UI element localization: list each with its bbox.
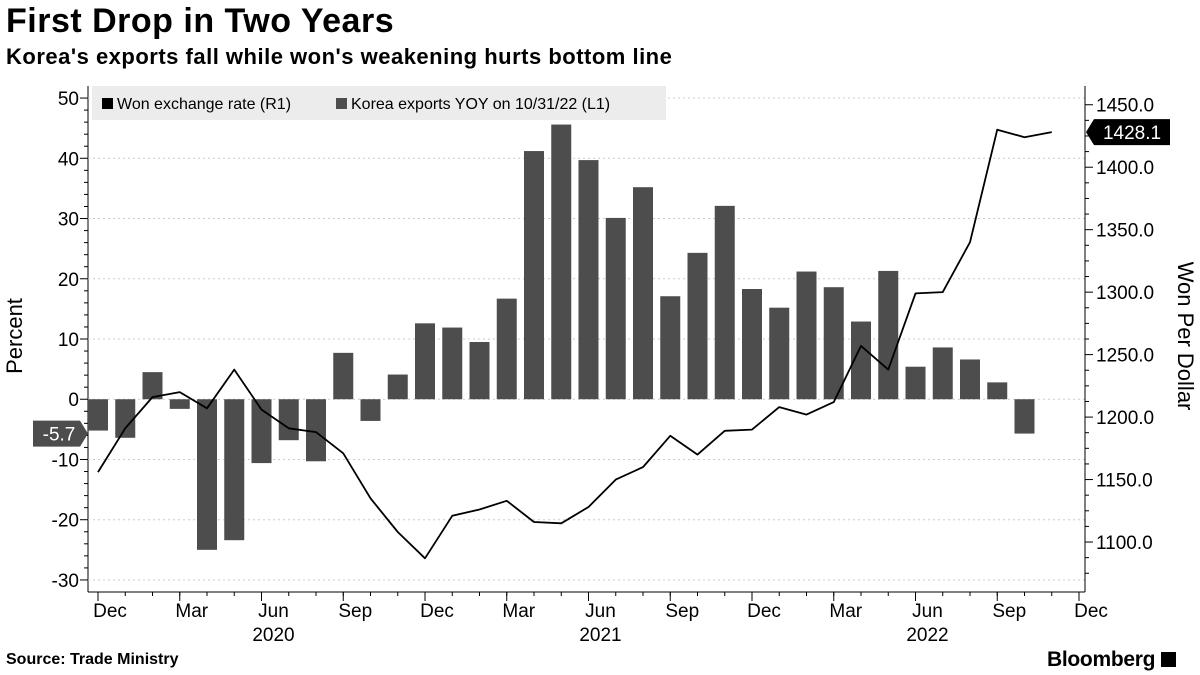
right-axis-tick-label: 1100.0	[1096, 533, 1153, 554]
exports-bar	[714, 205, 735, 400]
exports-bar	[142, 372, 163, 400]
right-axis-tick-label: 1200.0	[1096, 408, 1154, 429]
exports-bar	[415, 323, 435, 400]
x-axis-tick-label: Dec	[1074, 601, 1108, 622]
source-note: Source: Trade Ministry	[6, 651, 179, 668]
won-last-value-label: 1428.1	[1103, 123, 1161, 144]
chart-title: First Drop in Two Years	[6, 2, 395, 40]
legend-label-exports: Korea exports YOY on 10/31/22 (L1)	[351, 96, 610, 113]
exports-bar	[387, 374, 408, 400]
exports-bar	[905, 366, 926, 400]
chart-subtitle: Korea's exports fall while won's weakeni…	[6, 44, 673, 69]
exports-bar	[851, 321, 871, 400]
right-axis-tick-label: 1250.0	[1096, 346, 1154, 367]
right-axis-tick-label: 1450.0	[1096, 96, 1154, 117]
left-axis-tick-label: 10	[58, 330, 79, 351]
left-axis-tick-label: 20	[58, 270, 79, 291]
x-axis-tick-label: Sep	[665, 601, 699, 622]
exports-bar	[551, 124, 572, 400]
exports-bar	[88, 399, 108, 431]
exports-bar	[633, 187, 653, 400]
exports-bar	[115, 399, 136, 438]
exports-bar	[197, 399, 217, 550]
x-axis-tick-label: Mar	[175, 601, 208, 622]
exports-last-value-label: -5.7	[43, 425, 76, 446]
exports-bar	[960, 359, 980, 400]
x-axis-year-label: 2020	[252, 625, 294, 646]
brand-logo: Bloomberg	[1047, 648, 1177, 672]
exports-bar	[687, 252, 708, 400]
exports-bar	[251, 399, 272, 464]
x-axis-tick-label: Sep	[338, 601, 372, 622]
exports-bar	[496, 298, 517, 400]
right-axis-tick-label: 1150.0	[1096, 471, 1153, 492]
left-axis-tick-label: 30	[58, 210, 79, 231]
x-axis-tick-label: Jun	[912, 601, 943, 622]
exports-bar	[360, 399, 381, 421]
exports-bar	[769, 307, 790, 400]
x-axis-tick-label: Dec	[93, 601, 127, 622]
legend-background	[92, 86, 666, 120]
left-axis-tick-label: 50	[58, 89, 79, 110]
x-axis-tick-label: Dec	[420, 601, 454, 622]
x-axis-year-label: 2022	[906, 625, 948, 646]
exports-bar	[932, 347, 953, 400]
right-axis-tick-label: 1350.0	[1096, 221, 1154, 242]
legend-swatch-won	[102, 98, 113, 109]
left-axis-tick-label: 0	[68, 390, 79, 411]
exports-bar	[278, 399, 299, 441]
x-axis-tick-label: Jun	[585, 601, 616, 622]
exports-bar	[224, 399, 245, 541]
exports-bar	[1014, 399, 1035, 434]
left-axis-tick-label: 40	[58, 149, 79, 170]
x-axis-tick-label: Sep	[992, 601, 1026, 622]
bloomberg-mark-icon	[1161, 652, 1177, 667]
x-axis-tick-label: Jun	[258, 601, 289, 622]
exports-bar	[169, 399, 190, 409]
legend-swatch-exports	[336, 98, 347, 109]
won-rate-line	[97, 128, 1052, 560]
exports-bar	[469, 342, 490, 400]
exports-bar	[442, 327, 463, 400]
exports-bar	[823, 287, 844, 400]
x-axis-year-label: 2021	[579, 625, 621, 646]
exports-bar	[333, 352, 354, 400]
exports-bar	[987, 382, 1008, 400]
won-last-value-callout	[1086, 119, 1170, 146]
exports-bar	[796, 271, 817, 400]
exports-bar	[742, 289, 762, 400]
exports-last-value-callout	[33, 420, 88, 447]
exports-bar	[578, 160, 599, 400]
exports-bar	[605, 217, 626, 400]
x-axis-tick-label: Mar	[502, 601, 535, 622]
exports-bar	[660, 296, 681, 400]
left-axis-tick-label: -30	[52, 571, 79, 592]
brand-name: Bloomberg	[1047, 648, 1156, 671]
exports-bar	[524, 151, 544, 400]
right-axis-tick-label: 1400.0	[1096, 158, 1154, 179]
exports-bar	[306, 399, 326, 462]
right-axis-tick-label: 1300.0	[1096, 283, 1154, 304]
x-axis-tick-label: Mar	[829, 601, 862, 622]
left-axis-tick-label: -10	[52, 450, 79, 471]
x-axis-tick-label: Dec	[747, 601, 781, 622]
left-axis-tick-label: -20	[52, 511, 79, 532]
left-axis-label: Percent	[2, 298, 27, 374]
legend-label-won: Won exchange rate (R1)	[117, 96, 291, 113]
exports-bar	[878, 270, 899, 400]
right-axis-label: Won Per Dollar	[1173, 262, 1198, 411]
